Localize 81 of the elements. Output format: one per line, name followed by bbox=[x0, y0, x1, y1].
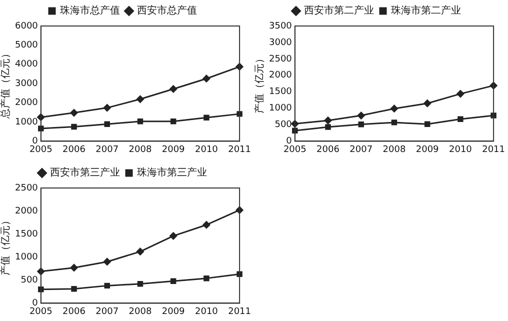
x-tick-label: 2008 bbox=[128, 306, 152, 317]
y-tick-label: 1500 bbox=[269, 87, 292, 98]
x-tick-label: 2009 bbox=[416, 144, 440, 155]
y-tick-label: 1500 bbox=[15, 229, 38, 240]
y-tick-label: 1000 bbox=[15, 252, 38, 262]
legend-label: 珠海市第二产业 bbox=[391, 4, 461, 17]
y-tick-label: 3000 bbox=[15, 78, 38, 89]
x-tick-label: 2007 bbox=[96, 144, 119, 155]
y-tick-label: 2500 bbox=[15, 183, 38, 194]
point bbox=[137, 280, 144, 287]
y-tick-label: 2000 bbox=[15, 206, 38, 216]
point bbox=[103, 258, 111, 266]
x-tick-label: 2008 bbox=[382, 144, 406, 155]
point bbox=[424, 100, 432, 108]
y-tick-label: 6000 bbox=[15, 21, 38, 32]
point bbox=[70, 109, 78, 117]
point bbox=[202, 221, 210, 229]
point bbox=[204, 275, 210, 282]
y-axis-title: 产值（亿元） bbox=[254, 54, 266, 114]
y-tick-label: 4000 bbox=[15, 60, 38, 70]
y-tick-label: 3000 bbox=[269, 38, 292, 48]
x-tick-label: 2011 bbox=[482, 144, 505, 155]
y-tick-label: 1000 bbox=[269, 104, 292, 114]
x-tick-label: 2006 bbox=[62, 144, 86, 155]
x-tick-label: 2009 bbox=[162, 144, 186, 155]
legend-label: 西安市总产值 bbox=[137, 4, 197, 17]
point bbox=[324, 116, 332, 124]
x-tick-label: 2005 bbox=[29, 144, 52, 155]
x-tick-label: 2010 bbox=[194, 144, 218, 155]
point bbox=[490, 112, 496, 118]
point bbox=[137, 118, 144, 124]
y-tick-label: 3500 bbox=[269, 21, 292, 32]
point bbox=[71, 286, 77, 292]
point bbox=[136, 95, 144, 103]
x-tick-label: 2007 bbox=[96, 306, 119, 317]
point bbox=[103, 104, 111, 112]
x-tick-label: 2011 bbox=[228, 144, 251, 155]
y-tick-label: 5000 bbox=[15, 40, 38, 51]
x-tick-label: 2008 bbox=[128, 144, 152, 155]
x-tick-label: 2005 bbox=[29, 306, 52, 317]
y-tick-label: 500 bbox=[274, 120, 292, 130]
point bbox=[170, 232, 178, 240]
point bbox=[357, 112, 365, 120]
legend-label: 珠海市第三产业 bbox=[137, 166, 207, 179]
point bbox=[236, 111, 242, 117]
x-tick-label: 2011 bbox=[228, 306, 251, 317]
x-tick-label: 2010 bbox=[194, 306, 218, 317]
point bbox=[456, 90, 464, 98]
y-axis-title: 产值（亿元） bbox=[0, 216, 12, 276]
point bbox=[390, 104, 398, 112]
point bbox=[71, 124, 77, 130]
point bbox=[391, 120, 398, 126]
legend-label: 西安市第二产业 bbox=[304, 4, 374, 17]
point bbox=[104, 282, 110, 289]
point bbox=[458, 116, 464, 122]
y-tick-label: 2500 bbox=[269, 54, 292, 64]
x-tick-label: 2006 bbox=[62, 306, 86, 317]
point bbox=[170, 118, 176, 124]
x-tick-label: 2009 bbox=[162, 306, 186, 317]
point bbox=[424, 121, 430, 127]
point bbox=[358, 122, 364, 128]
y-tick-label: 1000 bbox=[15, 117, 38, 128]
point bbox=[104, 121, 110, 127]
y-axis-title: 总产值（亿元） bbox=[0, 48, 12, 120]
y-tick-label: 2000 bbox=[15, 98, 38, 108]
point bbox=[325, 124, 331, 130]
point bbox=[204, 114, 210, 120]
point bbox=[202, 74, 210, 82]
point bbox=[136, 248, 144, 256]
legend-label: 西安市第三产业 bbox=[50, 166, 120, 179]
point bbox=[70, 264, 78, 272]
x-tick-label: 2006 bbox=[316, 144, 340, 155]
x-tick-label: 2005 bbox=[283, 144, 306, 155]
point bbox=[170, 278, 176, 284]
x-tick-label: 2007 bbox=[350, 144, 373, 155]
x-tick-label: 2010 bbox=[448, 144, 472, 155]
y-tick-label: 2000 bbox=[269, 70, 292, 81]
point bbox=[38, 126, 44, 132]
y-tick-label: 500 bbox=[20, 276, 38, 286]
point bbox=[170, 85, 178, 93]
legend-label: 珠海市总产值 bbox=[60, 4, 120, 17]
